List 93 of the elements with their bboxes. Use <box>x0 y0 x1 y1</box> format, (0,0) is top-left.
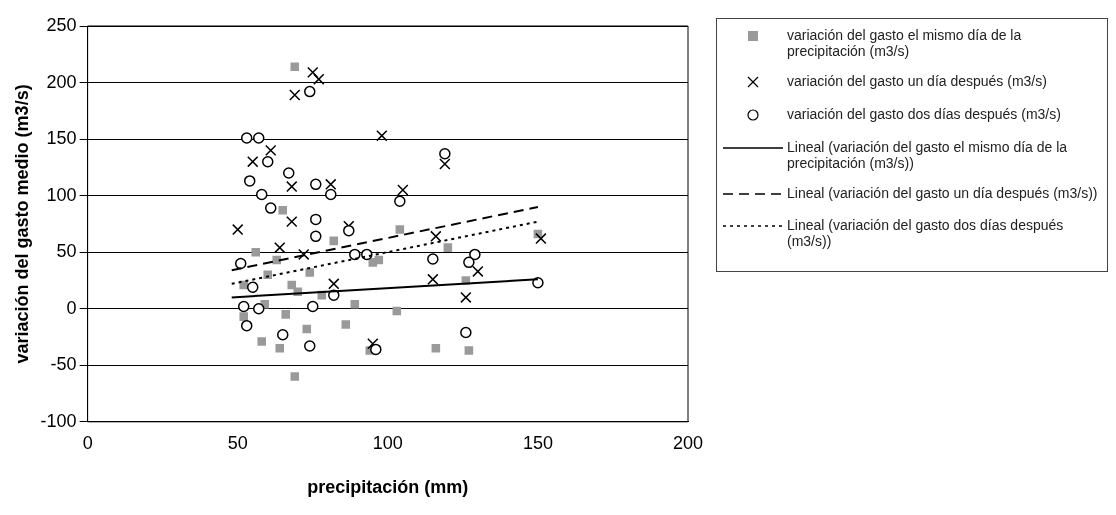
point <box>264 202 277 214</box>
point <box>376 129 388 142</box>
point <box>430 230 442 243</box>
legend-label: variación del gasto el mismo día de la precipitación (m3/s) <box>787 27 1023 59</box>
y-tick-label: -100 <box>40 410 77 431</box>
point <box>234 257 247 270</box>
point <box>286 215 298 228</box>
point <box>240 319 253 332</box>
point <box>252 132 265 144</box>
point <box>469 248 481 261</box>
point <box>325 188 337 201</box>
point <box>532 276 544 289</box>
point <box>277 328 289 341</box>
point <box>313 73 325 85</box>
legend-label: Lineal (variación del gasto un día después (m3/s)) <box>787 185 1099 201</box>
point <box>287 280 297 290</box>
legend-label: Lineal (variación del gasto dos días después (m3/s)) <box>787 217 1065 249</box>
x-tick-label: 50 <box>227 432 248 453</box>
y-tick-label: -50 <box>50 354 77 375</box>
y-axis-title: variación del gasto medio (m3/s) <box>11 84 32 364</box>
point <box>443 243 453 252</box>
point <box>281 310 291 319</box>
point <box>535 232 547 245</box>
point <box>257 337 267 346</box>
x-tick-label: 150 <box>522 432 553 453</box>
point <box>261 155 274 168</box>
point <box>239 312 249 321</box>
point <box>302 324 312 334</box>
point <box>439 158 451 170</box>
point <box>349 248 361 261</box>
point <box>310 178 322 191</box>
point <box>460 326 472 339</box>
point <box>370 343 382 356</box>
point <box>463 256 475 269</box>
point <box>289 89 301 101</box>
point <box>397 184 409 196</box>
point <box>304 340 316 352</box>
point <box>329 236 339 246</box>
point <box>232 223 244 236</box>
y-tick-label: 250 <box>46 14 77 35</box>
point <box>275 344 285 353</box>
point <box>392 306 402 316</box>
y-tick-label: 200 <box>46 71 77 92</box>
point <box>274 241 286 254</box>
point <box>350 299 360 309</box>
point <box>464 346 474 355</box>
point <box>472 265 484 278</box>
legend-label: variación del gasto dos días después (m3/s) <box>787 106 1062 122</box>
point <box>427 253 439 265</box>
point <box>298 248 310 261</box>
point <box>395 225 405 234</box>
point <box>278 206 288 215</box>
point <box>328 278 340 290</box>
point <box>367 338 379 350</box>
point <box>265 144 277 157</box>
point <box>431 344 441 353</box>
point <box>394 195 406 208</box>
point <box>460 291 472 304</box>
point <box>252 302 265 315</box>
point <box>374 255 384 265</box>
point <box>307 66 319 79</box>
point <box>283 167 295 179</box>
point <box>307 300 319 313</box>
point <box>243 175 256 187</box>
point <box>427 273 439 286</box>
point <box>255 188 268 201</box>
y-tick-label: 0 <box>66 297 77 318</box>
point <box>341 320 351 329</box>
legend-label: variación del gasto un día después (m3/s) <box>787 73 1048 89</box>
point <box>290 62 300 71</box>
point <box>290 372 300 381</box>
point <box>304 85 316 98</box>
point <box>272 255 282 265</box>
point <box>310 213 322 226</box>
point <box>343 224 355 237</box>
point <box>310 230 322 243</box>
x-tick-label: 200 <box>672 432 704 453</box>
point <box>325 178 337 191</box>
y-tick-label: 50 <box>56 241 77 262</box>
point <box>305 268 315 277</box>
x-tick-label: 100 <box>372 432 403 453</box>
point <box>240 132 253 144</box>
x-tick-label: 0 <box>82 432 93 453</box>
point <box>246 281 259 293</box>
point <box>286 180 298 193</box>
legend-label: Lineal (variación del gasto el mismo día de la precipitación (m3/s)) <box>787 139 1069 171</box>
point <box>237 300 250 313</box>
y-tick-label: 150 <box>46 128 77 149</box>
x-axis-title: precipitación (mm) <box>307 477 469 498</box>
point <box>439 148 451 160</box>
point <box>247 156 259 168</box>
y-tick-label: 100 <box>46 184 77 205</box>
point <box>251 247 261 257</box>
